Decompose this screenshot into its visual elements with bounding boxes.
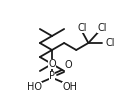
Text: OH: OH xyxy=(63,82,78,92)
Text: O: O xyxy=(64,60,72,70)
Text: P: P xyxy=(49,71,55,81)
Text: O: O xyxy=(48,59,56,69)
Text: Cl: Cl xyxy=(106,38,115,48)
Text: Cl: Cl xyxy=(78,23,87,33)
Text: HO: HO xyxy=(27,82,41,92)
Text: Cl: Cl xyxy=(98,23,107,33)
